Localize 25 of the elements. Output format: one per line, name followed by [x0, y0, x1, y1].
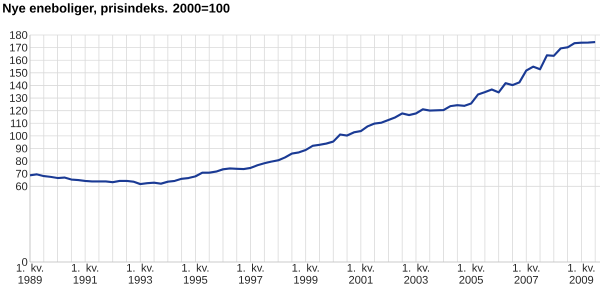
y-tick-label: 70: [16, 170, 28, 178]
y-tick-label: 180: [10, 31, 28, 39]
y-tick-label: 110: [10, 119, 28, 128]
y-tick-label: 0: [22, 258, 28, 266]
x-tick-label: 1. kv. 1997: [237, 264, 264, 284]
y-tick-label: 130: [10, 94, 28, 102]
x-tick-label: 1. kv. 2003: [402, 264, 430, 284]
x-tick-label: 1. kv. 2007: [513, 264, 540, 284]
y-tick-label: 150: [10, 68, 28, 77]
x-tick-label: 1. kv. 1999: [292, 264, 319, 284]
y-tick-label: 120: [10, 106, 28, 115]
x-tick-label: 1. kv. 1995: [182, 264, 208, 284]
x-tick-label: 1. kv. 1993: [127, 264, 154, 284]
y-tick-label: 100: [10, 132, 28, 140]
chart-title: Nye eneboliger, prisindeks. 2000=100: [3, 3, 230, 16]
x-tick-label: 1. kv. 2001: [348, 264, 374, 284]
y-tick-label: 140: [10, 82, 28, 90]
y-tick-label: 170: [10, 44, 28, 52]
x-tick-label: 1. kv. 2005: [458, 264, 484, 284]
y-tick-label: 60: [16, 182, 28, 190]
y-tick-label: 80: [16, 157, 28, 166]
y-tick-label: 160: [10, 56, 28, 64]
x-tick-label: 1. kv. 2009: [568, 264, 594, 284]
x-tick-label: 1. kv. 1991: [72, 264, 98, 284]
y-tick-label: 90: [16, 144, 28, 152]
